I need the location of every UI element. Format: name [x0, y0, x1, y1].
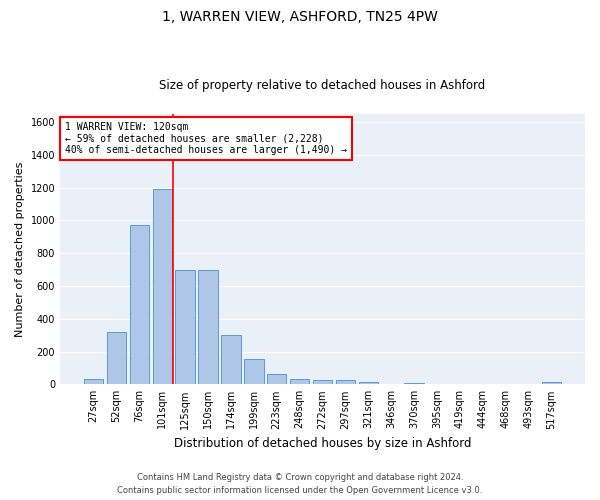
Bar — [313, 380, 332, 384]
Bar — [267, 374, 286, 384]
Bar — [221, 335, 241, 384]
Text: 1 WARREN VIEW: 120sqm
← 59% of detached houses are smaller (2,228)
40% of semi-d: 1 WARREN VIEW: 120sqm ← 59% of detached … — [65, 122, 347, 156]
Bar — [84, 380, 103, 384]
Bar — [199, 270, 218, 384]
Bar — [359, 382, 378, 384]
Bar — [244, 359, 263, 384]
Text: Contains HM Land Registry data © Crown copyright and database right 2024.
Contai: Contains HM Land Registry data © Crown c… — [118, 474, 482, 495]
Bar — [130, 226, 149, 384]
Bar — [152, 190, 172, 384]
X-axis label: Distribution of detached houses by size in Ashford: Distribution of detached houses by size … — [174, 437, 471, 450]
Bar — [335, 380, 355, 384]
Bar — [542, 382, 561, 384]
Bar — [175, 270, 195, 384]
Title: Size of property relative to detached houses in Ashford: Size of property relative to detached ho… — [160, 79, 485, 92]
Text: 1, WARREN VIEW, ASHFORD, TN25 4PW: 1, WARREN VIEW, ASHFORD, TN25 4PW — [162, 10, 438, 24]
Bar — [290, 380, 310, 384]
Bar — [404, 382, 424, 384]
Bar — [107, 332, 126, 384]
Y-axis label: Number of detached properties: Number of detached properties — [15, 162, 25, 337]
